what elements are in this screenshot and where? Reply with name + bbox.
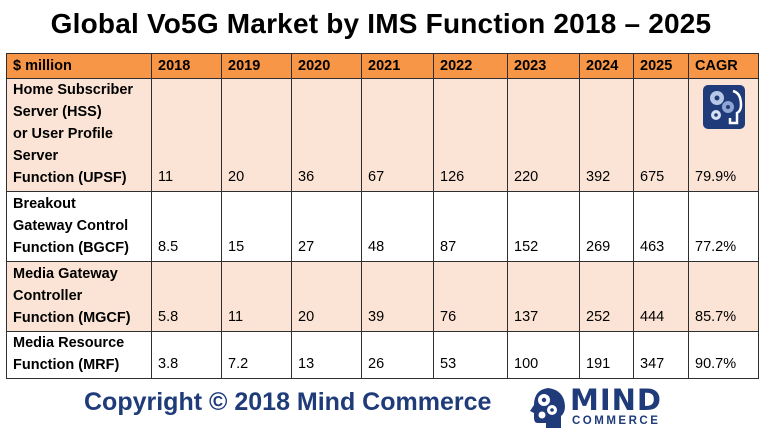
value-cell: 87 xyxy=(433,191,508,262)
row-label-line: Function (MGCF) xyxy=(13,310,131,326)
column-header: 2023 xyxy=(507,53,580,79)
column-header: 2024 xyxy=(579,53,634,79)
value-cell: 67 xyxy=(361,78,434,192)
column-header: 2021 xyxy=(361,53,434,79)
row-label-line: Controller xyxy=(13,288,83,304)
value-cell: 48 xyxy=(361,191,434,262)
value-cell: 675 xyxy=(633,78,689,192)
value-cell: 53 xyxy=(433,331,508,379)
value-cell: 85.7% xyxy=(688,261,759,332)
column-header: 2025 xyxy=(633,53,689,79)
value-cell: 137 xyxy=(507,261,580,332)
value-cell: 77.2% xyxy=(688,191,759,262)
column-header: 2020 xyxy=(291,53,362,79)
row-label-line: Home Subscriber xyxy=(13,82,134,98)
value-cell: 269 xyxy=(579,191,634,262)
row-label-line: Server (HSS) xyxy=(13,104,102,120)
mind-commerce-logo-icon xyxy=(703,85,745,129)
value-cell: 252 xyxy=(579,261,634,332)
value-cell: 392 xyxy=(579,78,634,192)
value-cell: 27 xyxy=(291,191,362,262)
value-cell: 100 xyxy=(507,331,580,379)
row-label-line: Function (UPSF) xyxy=(13,170,127,186)
value-cell: 191 xyxy=(579,331,634,379)
value-cell: 39 xyxy=(361,261,434,332)
value-cell: 90.7% xyxy=(688,331,759,379)
value-cell: 11 xyxy=(221,261,292,332)
column-header: 2018 xyxy=(151,53,222,79)
value-cell: 3.8 xyxy=(151,331,222,379)
row-label: Home Subscriber Server (HSS) or User Pro… xyxy=(6,78,152,192)
row-label: Breakout Gateway Control Function (BGCF) xyxy=(6,191,152,262)
value-cell: 152 xyxy=(507,191,580,262)
value-cell: 444 xyxy=(633,261,689,332)
copyright-text: Copyright © 2018 Mind Commerce xyxy=(84,388,492,416)
row-label-line: Server xyxy=(13,148,59,164)
brand-name: MIND xyxy=(570,383,662,417)
column-header: $ million xyxy=(6,53,152,79)
chart-title: Global Vo5G Market by IMS Function 2018 … xyxy=(50,8,712,39)
column-header: CAGR xyxy=(688,53,759,79)
row-label: Media Gateway Controller Function (MGCF) xyxy=(6,261,152,332)
value-cell: 20 xyxy=(221,78,292,192)
row-label-line: Gateway Control xyxy=(13,218,129,234)
column-header: 2019 xyxy=(221,53,292,79)
value-cell: 7.2 xyxy=(221,331,292,379)
table-row: Home Subscriber Server (HSS) or User Pro… xyxy=(6,78,759,192)
row-label-line: Function (BGCF) xyxy=(13,240,129,256)
row-label: Media Resource Function (MRF) xyxy=(6,331,152,379)
table-row: Media Resource Function (MRF) 3.8 7.2 13… xyxy=(6,331,759,379)
value-cell: 79.9% xyxy=(695,169,737,185)
cagr-cell: 79.9% xyxy=(688,78,759,192)
row-label-line: Function (MRF) xyxy=(13,357,120,373)
row-label-line: or User Profile xyxy=(13,126,113,142)
value-cell: 8.5 xyxy=(151,191,222,262)
value-cell: 220 xyxy=(507,78,580,192)
value-cell: 76 xyxy=(433,261,508,332)
header-row: $ million 2018 2019 2020 2021 2022 2023 … xyxy=(6,53,759,79)
column-header: 2022 xyxy=(433,53,508,79)
value-cell: 347 xyxy=(633,331,689,379)
value-cell: 20 xyxy=(291,261,362,332)
gear-head-icon xyxy=(530,388,565,428)
value-cell: 36 xyxy=(291,78,362,192)
value-cell: 13 xyxy=(291,331,362,379)
value-cell: 15 xyxy=(221,191,292,262)
brand-logo: MIND COMMERCE xyxy=(528,383,668,432)
table-row: Breakout Gateway Control Function (BGCF)… xyxy=(6,191,759,262)
row-label-line: Media Resource xyxy=(13,335,125,351)
value-cell: 11 xyxy=(151,78,222,192)
value-cell: 463 xyxy=(633,191,689,262)
brand-tagline: COMMERCE xyxy=(572,415,661,427)
row-label-line: Breakout xyxy=(13,196,76,212)
value-cell: 26 xyxy=(361,331,434,379)
value-cell: 126 xyxy=(433,78,508,192)
row-label-line: Media Gateway xyxy=(13,266,118,282)
market-table: $ million 2018 2019 2020 2021 2022 2023 … xyxy=(6,53,759,379)
value-cell: 5.8 xyxy=(151,261,222,332)
table-row: Media Gateway Controller Function (MGCF)… xyxy=(6,261,759,332)
